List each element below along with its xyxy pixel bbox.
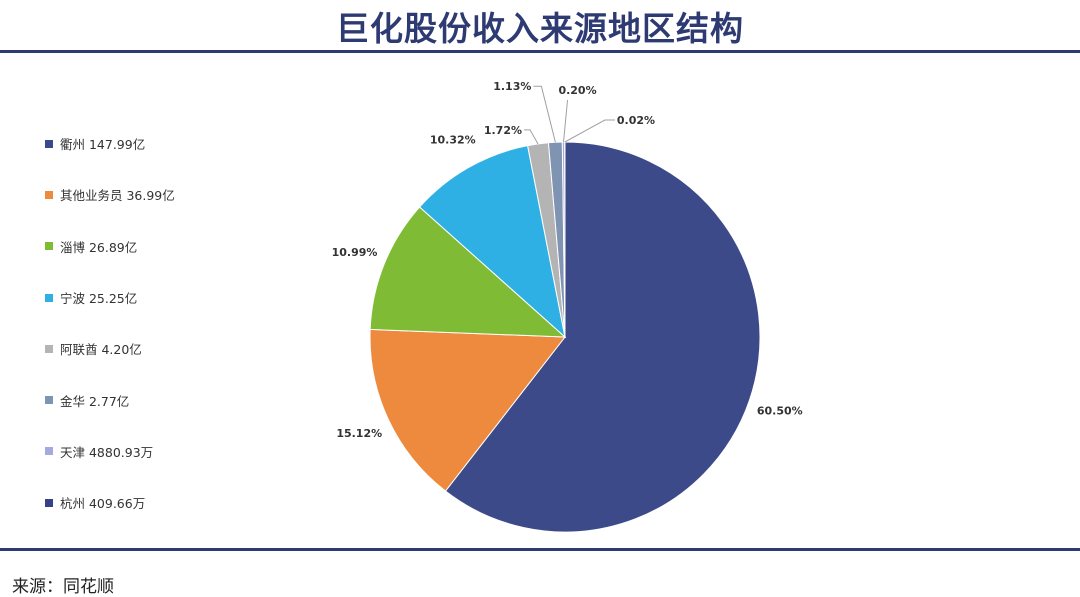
slice-percent-label: 15.12%: [336, 427, 382, 440]
pie-slice: [369, 328, 566, 492]
legend-swatch: [45, 242, 53, 251]
pie-slice: [369, 206, 567, 338]
legend-item: 其他业务员 36.99亿: [45, 169, 305, 220]
slice-percent-label: 1.72%: [484, 124, 522, 137]
legend-item: 金华 2.77亿: [45, 374, 305, 425]
legend-item: 阿联酋 4.20亿: [45, 323, 305, 374]
legend-swatch: [45, 293, 53, 302]
slice-percent-label: 60.50%: [757, 405, 803, 418]
legend-swatch: [45, 396, 53, 405]
legend-label: 金华 2.77亿: [60, 393, 130, 409]
leader-line: [524, 129, 539, 145]
legend-item: 天津 4880.93万: [45, 426, 305, 477]
slice-percent-label: 0.02%: [617, 114, 655, 127]
legend-label: 杭州 409.66万: [60, 496, 146, 512]
legend-label: 衢州 147.99亿: [60, 137, 146, 153]
top-divider: [0, 50, 1080, 53]
slice-percent-label: 10.99%: [332, 246, 378, 259]
chart-title: 巨化股份收入来源地区结构: [336, 9, 744, 48]
legend-swatch: [45, 498, 53, 507]
legend-swatch: [45, 344, 53, 353]
legend-label: 宁波 25.25亿: [60, 291, 138, 307]
leader-line: [564, 119, 615, 143]
legend-label: 天津 4880.93万: [60, 444, 154, 460]
slice-percent-label: 1.13%: [493, 80, 531, 93]
leader-line: [533, 85, 556, 143]
legend-label: 淄博 26.89亿: [60, 239, 138, 255]
slice-percent-label: 0.20%: [558, 84, 596, 97]
slice-percent-label: 10.32%: [430, 134, 476, 147]
legend-swatch: [45, 139, 53, 148]
source-note: 来源：同花顺: [12, 577, 114, 597]
legend-item: 宁波 25.25亿: [45, 272, 305, 323]
legend-swatch: [45, 190, 53, 199]
legend-label: 阿联酋 4.20亿: [60, 342, 142, 358]
leader-line: [563, 99, 569, 143]
legend-label: 其他业务员 36.99亿: [60, 188, 175, 204]
legend-item: 淄博 26.89亿: [45, 221, 305, 272]
legend: 衢州 147.99亿其他业务员 36.99亿 淄博 26.89亿 宁波 25.25亿…: [45, 118, 305, 528]
pie-slice: [418, 145, 566, 339]
legend-swatch: [45, 447, 53, 456]
pie-slice: [444, 141, 761, 533]
legend-item: 衢州 147.99亿: [45, 118, 305, 169]
bottom-divider: [0, 548, 1080, 551]
legend-item: 杭州 409.66万: [45, 477, 305, 528]
